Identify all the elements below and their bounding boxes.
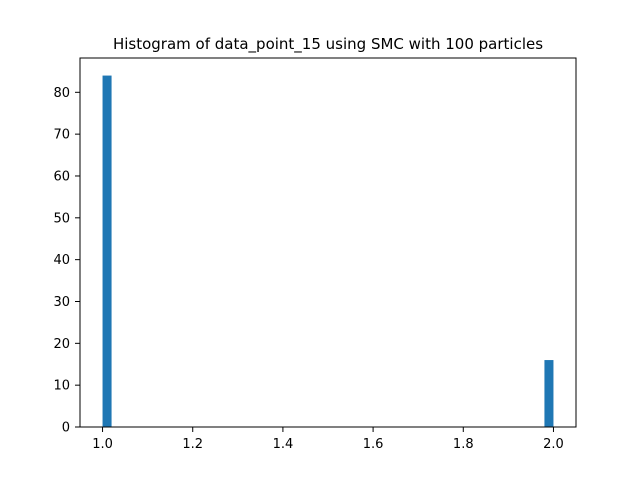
y-tick-label-2: 10 <box>53 379 70 394</box>
y-tick-label-9: 80 <box>53 86 70 101</box>
y-axis: 0 10 20 30 40 50 60 70 80 <box>53 86 80 436</box>
histogram-bar-2 <box>544 360 554 427</box>
y-tick-label-4: 30 <box>53 295 70 310</box>
chart-title: Histogram of data_point_15 using SMC wit… <box>113 35 543 54</box>
x-tick-label-2: 1.2 <box>182 437 203 452</box>
plot-frame <box>79 57 577 428</box>
y-tick-label-5: 40 <box>53 253 70 268</box>
y-tick-label-8: 70 <box>53 128 70 143</box>
x-tick-label-3: 1.4 <box>273 437 294 452</box>
plot-area <box>102 75 554 428</box>
x-tick-label-6: 2.0 <box>543 437 564 452</box>
y-tick-label-1: 0 <box>62 421 70 436</box>
histogram-bar-1 <box>102 75 112 428</box>
x-tick-label-5: 1.8 <box>453 437 474 452</box>
axes-frame <box>79 57 577 428</box>
x-axis: 1.0 1.2 1.4 1.6 1.8 2.0 <box>92 427 564 452</box>
y-tick-label-7: 60 <box>53 169 70 184</box>
y-tick-label-3: 20 <box>53 337 70 352</box>
y-tick-label-6: 50 <box>53 211 70 226</box>
x-tick-label-1: 1.0 <box>92 437 113 452</box>
x-tick-label-4: 1.6 <box>363 437 384 452</box>
